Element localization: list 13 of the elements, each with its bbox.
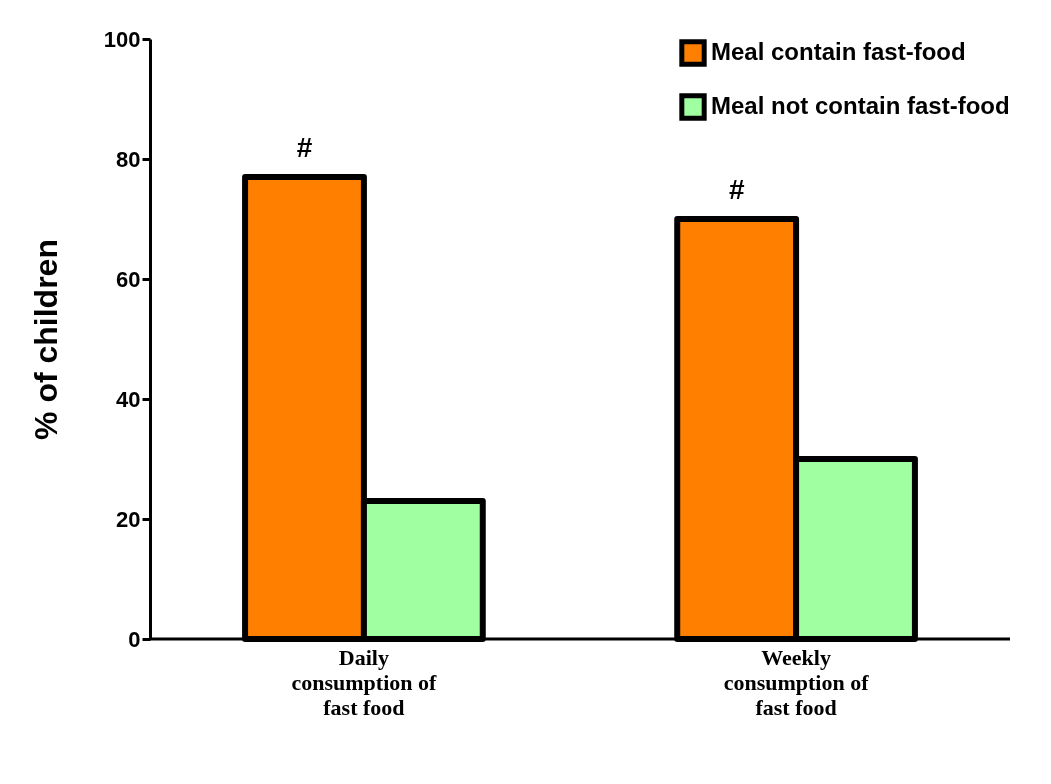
y-tick-label: 20 — [116, 506, 141, 532]
y-tick-label: 100 — [103, 26, 141, 52]
y-tick-label: 0 — [128, 626, 141, 652]
annotation: # — [728, 174, 745, 205]
x-tick-label: Weekly consumption of fast food — [723, 644, 870, 720]
x-tick-label: Daily consumption of fast food — [291, 644, 438, 720]
y-tick-label: 40 — [116, 386, 141, 412]
legend-label: Meal not contain fast-food — [711, 92, 1010, 119]
y-tick-label: 60 — [116, 266, 141, 292]
legend-label: Meal contain fast-food — [711, 38, 966, 65]
y-axis-title: % of children — [27, 239, 64, 440]
annotation: # — [296, 132, 313, 163]
y-tick-label: 80 — [116, 146, 141, 172]
